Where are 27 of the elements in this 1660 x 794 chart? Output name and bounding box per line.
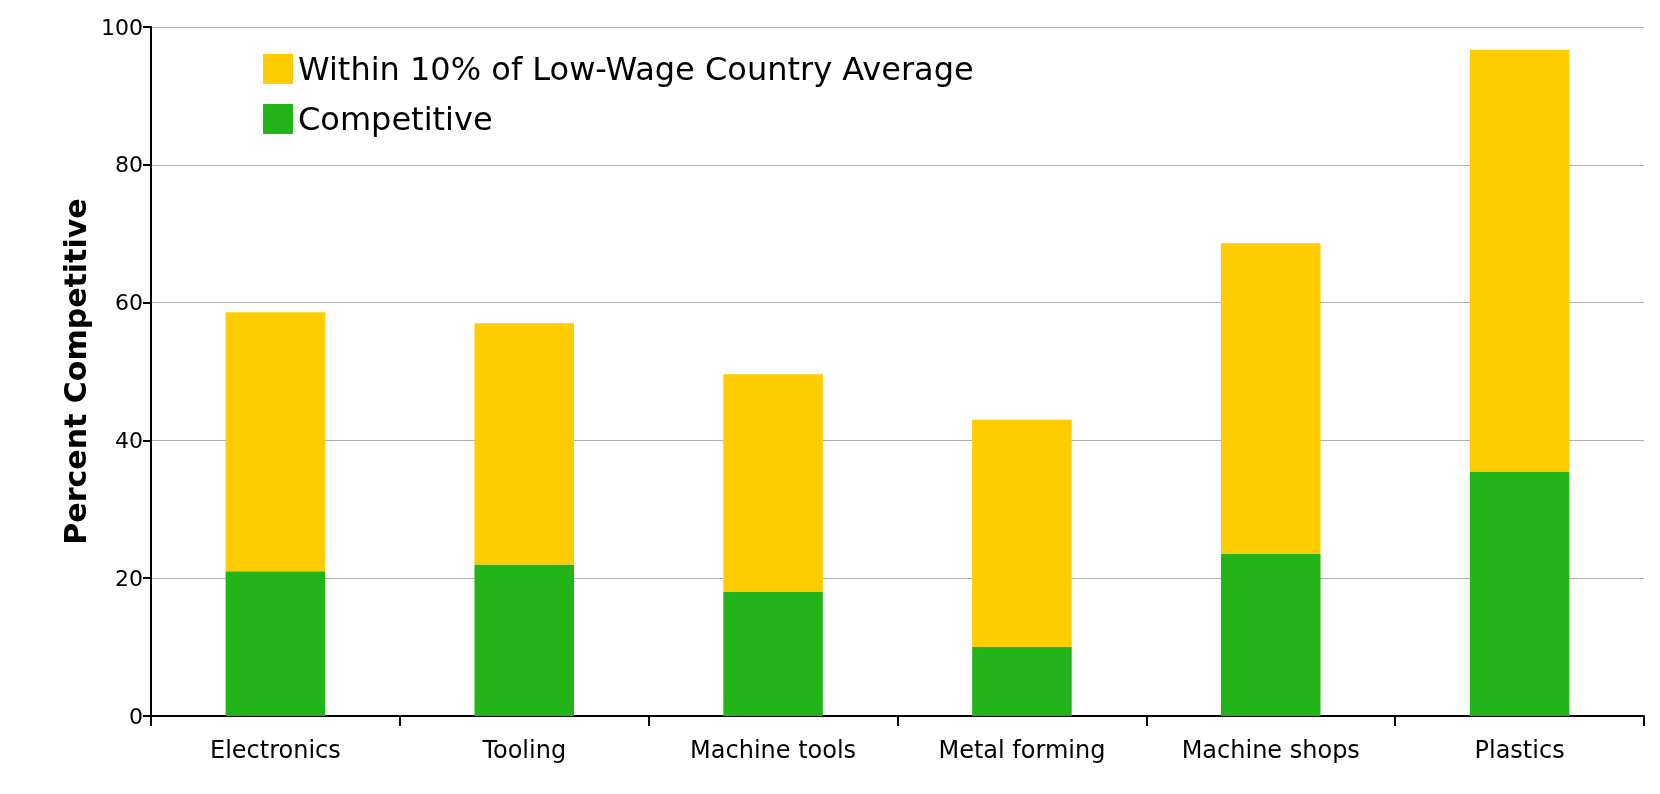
y-tick-label: 100 — [101, 14, 143, 40]
y-axis-title: Percent Competitive — [57, 198, 93, 545]
x-tick-label: Tooling — [481, 736, 567, 764]
x-tick-label: Machine shops — [1181, 736, 1360, 764]
y-tick-label: 20 — [115, 565, 143, 591]
bar — [1220, 243, 1321, 555]
bar — [723, 591, 823, 716]
x-tick-label: Machine tools — [690, 736, 857, 764]
bar — [1469, 471, 1570, 716]
bar — [972, 647, 1072, 716]
bar — [723, 374, 823, 592]
bar — [1469, 49, 1570, 472]
bar — [1220, 554, 1321, 716]
y-tick-label: 80 — [115, 152, 143, 178]
legend-label: Competitive — [298, 100, 493, 138]
x-tick-label: Plastics — [1474, 736, 1565, 764]
bar — [225, 312, 326, 572]
bar — [225, 571, 326, 716]
y-tick-label: 40 — [115, 427, 143, 453]
x-tick-label: Metal forming — [938, 736, 1106, 764]
x-tick-label: Electronics — [210, 736, 341, 764]
bar — [474, 323, 575, 565]
legend-label: Within 10% of Low-Wage Country Average — [298, 50, 974, 88]
bar — [972, 419, 1072, 648]
y-tick-label: 60 — [115, 290, 143, 316]
y-tick-label: 0 — [129, 703, 143, 729]
bar — [474, 564, 575, 716]
